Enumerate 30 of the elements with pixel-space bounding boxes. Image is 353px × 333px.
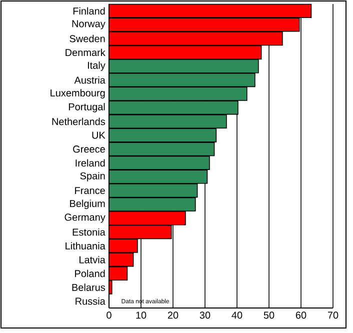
y-tick-label: Norway [72,20,106,30]
y-tick-label: Belgium [70,200,105,210]
y-tick-label: Netherlands [52,118,106,126]
x-tick-label: 20 [168,312,178,319]
y-tick-label: Italy [88,62,106,71]
y-tick-label: France [75,187,105,194]
y-tick-label: Lithuania [66,242,106,250]
y-tick-label: Russia [76,297,106,305]
y-tick-label: Greece [73,146,105,153]
y-tick-label: Sweden [70,34,105,42]
y-tick-label: Estonia [72,228,106,236]
x-tick-label: 40 [232,312,242,319]
y-tick-label: Portugal [68,102,105,112]
y-tick-label: Belarus [72,284,106,291]
x-tick-label: 10 [136,312,146,319]
y-tick-label: Finland [73,7,105,15]
x-tick-label: 70 [328,312,338,319]
y-tick-label: Latvia [80,256,106,264]
y-tick-label: Austria [74,76,106,84]
x-tick-label: 0 [106,312,112,319]
y-tick-label: Luxembourg [50,89,105,98]
y-tick-label: Spain [80,172,105,182]
x-tick-label: 30 [200,312,210,319]
y-tick-label: Germany [64,214,106,223]
y-tick-label: Denmark [66,48,106,56]
y-tick-label: Ireland [76,159,105,167]
x-tick-label: 60 [296,312,306,319]
y-tick-label: Poland [75,270,105,278]
x-tick-label: 50 [264,312,274,319]
y-tick-label: UK [92,132,106,139]
